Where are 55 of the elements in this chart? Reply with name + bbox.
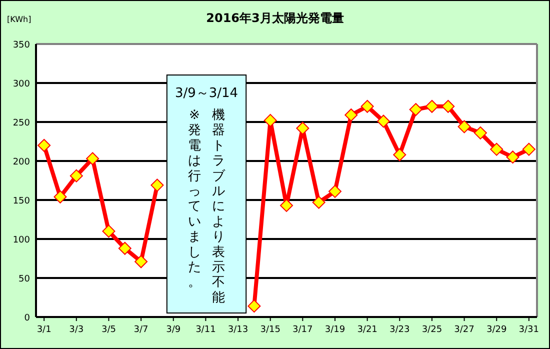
point: [102, 224, 116, 238]
point: [506, 150, 520, 164]
x-tick-label: 3/23: [390, 325, 410, 335]
point: [458, 120, 471, 134]
text: 機器トラブルにより表示不能: [212, 108, 225, 306]
x-tick-label: 3/13: [228, 325, 248, 335]
x-tick-label: 3/3: [69, 325, 84, 335]
x-tick-label: 3/7: [134, 325, 148, 335]
point: [264, 114, 277, 127]
point: [296, 122, 310, 135]
x-tick-label: 3/19: [324, 325, 346, 335]
point: [118, 242, 132, 255]
x-tick-label: 3/5: [101, 325, 116, 335]
point: [150, 178, 164, 192]
y-tick-label: 50: [18, 274, 30, 284]
y-tick-label: 0: [24, 314, 30, 324]
y-tick-label: 200: [12, 158, 30, 168]
point: [360, 100, 374, 113]
x-tick-label: 3/21: [357, 325, 378, 335]
point: [409, 103, 422, 116]
y-tick-label: 250: [12, 118, 30, 128]
text: ※発電は行っていました。: [188, 108, 201, 290]
point: [490, 142, 504, 156]
point: [86, 152, 100, 166]
x-tick-label: 3/27: [454, 325, 474, 335]
point: [393, 148, 406, 162]
point: [425, 100, 438, 113]
annotation: 3/9～3/14: [174, 86, 238, 101]
point: [328, 184, 342, 198]
x-tick-label: 3/17: [292, 325, 313, 335]
x-tick-label: 3/15: [260, 325, 280, 335]
point: [248, 300, 261, 313]
point: [54, 190, 67, 204]
y-tick-label: 150: [12, 196, 30, 206]
point: [344, 108, 358, 122]
x-tick-label: 3/31: [518, 325, 540, 335]
point: [442, 100, 455, 113]
y-tick-label: 300: [12, 80, 30, 90]
point: [312, 196, 326, 209]
y-axis-title: [KWh]: [7, 15, 32, 24]
point: [280, 198, 293, 212]
y-tick-label: 100: [12, 236, 30, 246]
chart-title: 2016年3月太陽光発電量: [206, 11, 344, 25]
point: [134, 255, 148, 268]
x-tick-label: 3/1: [36, 325, 52, 335]
point: [376, 114, 390, 128]
x-tick-label: 3/29: [486, 325, 507, 335]
point: [474, 126, 487, 140]
x-tick-label: 3/25: [422, 325, 442, 335]
x-tick-label: 3/11: [196, 325, 216, 335]
point: [70, 169, 83, 182]
point: [38, 138, 51, 152]
x-tick-label: 3/9: [166, 325, 181, 335]
y-tick-label: 350: [12, 40, 30, 50]
point: [522, 142, 536, 156]
